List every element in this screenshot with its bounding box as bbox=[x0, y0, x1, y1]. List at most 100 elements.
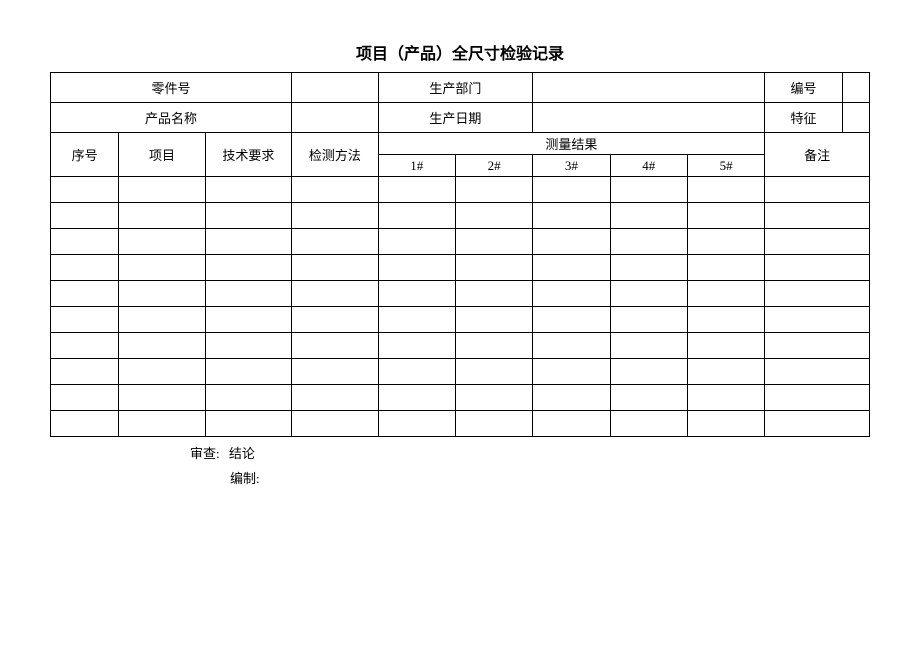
cell-r5 bbox=[687, 203, 764, 229]
col-tech-req: 技术要求 bbox=[205, 133, 291, 177]
inspection-table: 零件号 生产部门 编号 产品名称 生产日期 特征 序号 项目 技术要求 检测方法… bbox=[50, 72, 870, 437]
table-row bbox=[51, 333, 870, 359]
cell-r2 bbox=[455, 229, 532, 255]
cell-r4 bbox=[610, 307, 687, 333]
cell-r2 bbox=[455, 411, 532, 437]
cell-method bbox=[292, 281, 378, 307]
cell-seq bbox=[51, 255, 119, 281]
cell-tech bbox=[205, 177, 291, 203]
dept-label: 生产部门 bbox=[378, 73, 533, 103]
cell-r4 bbox=[610, 229, 687, 255]
cell-tech bbox=[205, 385, 291, 411]
cell-seq bbox=[51, 307, 119, 333]
conclusion-label: 结论 bbox=[229, 446, 255, 461]
cell-method bbox=[292, 255, 378, 281]
table-row bbox=[51, 255, 870, 281]
cell-seq bbox=[51, 229, 119, 255]
cell-remark bbox=[765, 307, 870, 333]
table-row bbox=[51, 177, 870, 203]
col-m5: 5# bbox=[687, 155, 764, 177]
cell-tech bbox=[205, 203, 291, 229]
col-m3: 3# bbox=[533, 155, 610, 177]
cell-r2 bbox=[455, 203, 532, 229]
cell-r1 bbox=[378, 229, 455, 255]
cell-seq bbox=[51, 281, 119, 307]
table-row bbox=[51, 307, 870, 333]
cell-r3 bbox=[533, 385, 610, 411]
footer-2: 编制: bbox=[50, 468, 870, 487]
cell-r5 bbox=[687, 411, 764, 437]
col-seq: 序号 bbox=[51, 133, 119, 177]
cell-remark bbox=[765, 203, 870, 229]
cell-method bbox=[292, 359, 378, 385]
doc-no-value bbox=[842, 73, 869, 103]
date-value bbox=[533, 103, 765, 133]
cell-seq bbox=[51, 177, 119, 203]
col-m1: 1# bbox=[378, 155, 455, 177]
cell-remark bbox=[765, 359, 870, 385]
cell-r1 bbox=[378, 281, 455, 307]
cell-remark bbox=[765, 385, 870, 411]
cell-r1 bbox=[378, 307, 455, 333]
cell-r5 bbox=[687, 255, 764, 281]
col-measure-result: 测量结果 bbox=[378, 133, 765, 155]
cell-tech bbox=[205, 411, 291, 437]
cell-seq bbox=[51, 411, 119, 437]
document-title: 项目（产品）全尺寸检验记录 bbox=[50, 40, 870, 64]
cell-r1 bbox=[378, 203, 455, 229]
cell-method bbox=[292, 229, 378, 255]
table-row bbox=[51, 281, 870, 307]
cell-tech bbox=[205, 307, 291, 333]
table-row bbox=[51, 385, 870, 411]
cell-item bbox=[119, 177, 205, 203]
cell-r1 bbox=[378, 385, 455, 411]
cell-remark bbox=[765, 333, 870, 359]
feature-value bbox=[842, 103, 869, 133]
cell-r2 bbox=[455, 307, 532, 333]
review-label: 审查: bbox=[190, 446, 220, 461]
cell-r4 bbox=[610, 255, 687, 281]
part-no-label: 零件号 bbox=[51, 73, 292, 103]
cell-r4 bbox=[610, 281, 687, 307]
cell-r4 bbox=[610, 385, 687, 411]
cell-remark bbox=[765, 177, 870, 203]
cell-r5 bbox=[687, 229, 764, 255]
footer: 审查: 结论 bbox=[50, 443, 870, 462]
col-item: 项目 bbox=[119, 133, 205, 177]
cell-item bbox=[119, 385, 205, 411]
cell-r3 bbox=[533, 307, 610, 333]
col-m4: 4# bbox=[610, 155, 687, 177]
cell-r3 bbox=[533, 203, 610, 229]
cell-tech bbox=[205, 255, 291, 281]
col-m2: 2# bbox=[455, 155, 532, 177]
cell-r3 bbox=[533, 255, 610, 281]
cell-method bbox=[292, 177, 378, 203]
feature-label: 特征 bbox=[765, 103, 842, 133]
table-row bbox=[51, 229, 870, 255]
table-row bbox=[51, 359, 870, 385]
header-row-1: 零件号 生产部门 编号 bbox=[51, 73, 870, 103]
cell-r4 bbox=[610, 203, 687, 229]
cell-r2 bbox=[455, 385, 532, 411]
cell-tech bbox=[205, 229, 291, 255]
cell-remark bbox=[765, 411, 870, 437]
cell-r3 bbox=[533, 281, 610, 307]
doc-no-label: 编号 bbox=[765, 73, 842, 103]
cell-method bbox=[292, 411, 378, 437]
cell-r2 bbox=[455, 281, 532, 307]
cell-seq bbox=[51, 359, 119, 385]
cell-item bbox=[119, 333, 205, 359]
header-row-2: 产品名称 生产日期 特征 bbox=[51, 103, 870, 133]
cell-item bbox=[119, 203, 205, 229]
cell-remark bbox=[765, 229, 870, 255]
part-no-value bbox=[292, 73, 378, 103]
product-name-label: 产品名称 bbox=[51, 103, 292, 133]
cell-r5 bbox=[687, 333, 764, 359]
cell-tech bbox=[205, 359, 291, 385]
cell-remark bbox=[765, 255, 870, 281]
compiled-label: 编制: bbox=[230, 471, 260, 486]
col-remark: 备注 bbox=[765, 133, 870, 177]
cell-r5 bbox=[687, 281, 764, 307]
date-label: 生产日期 bbox=[378, 103, 533, 133]
cell-r5 bbox=[687, 177, 764, 203]
